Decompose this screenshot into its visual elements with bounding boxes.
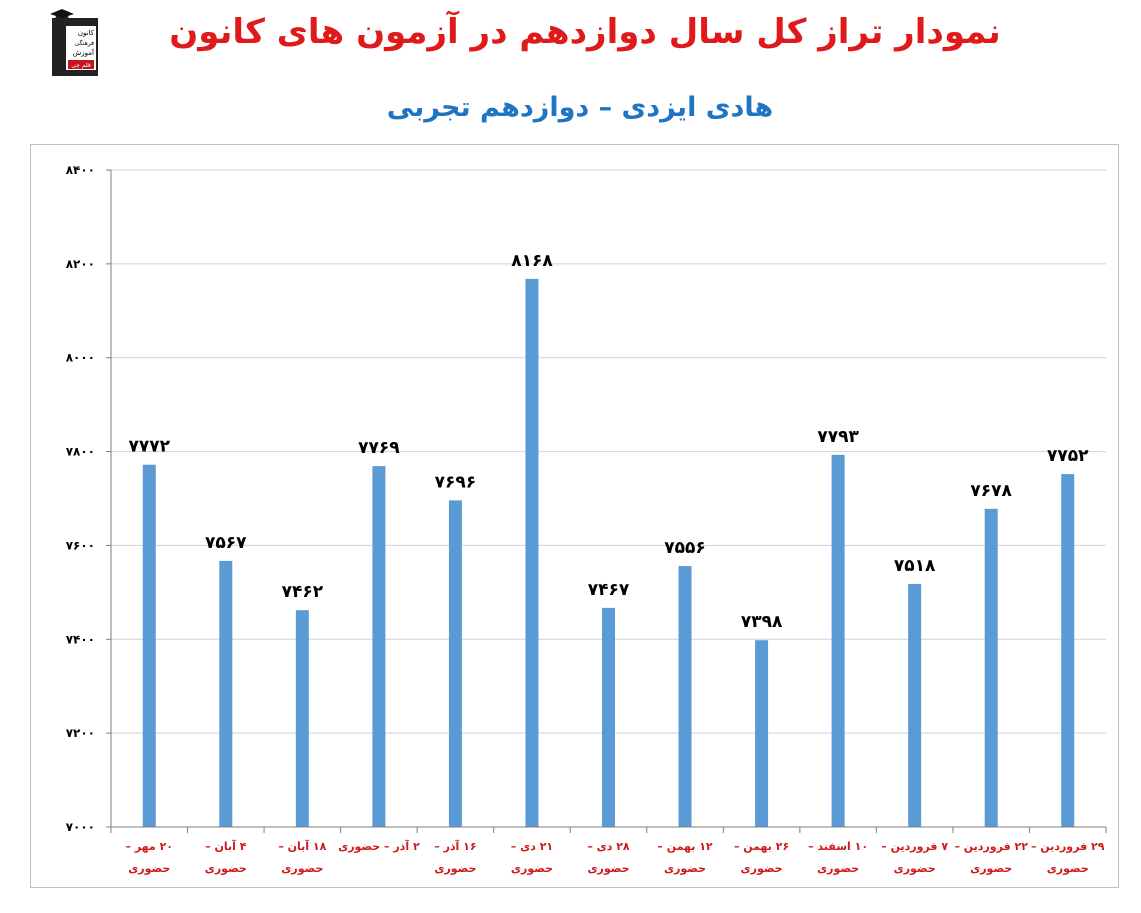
y-tick-label: ۷۰۰۰ xyxy=(66,820,95,834)
axes xyxy=(110,170,1107,833)
category-label: حضوری xyxy=(511,862,553,875)
value-label: ۷۷۶۹ xyxy=(358,438,400,458)
value-label: ۷۶۹۶ xyxy=(435,472,477,492)
y-tick-label: ۸۴۰۰ xyxy=(66,163,95,177)
logo-text-1: کانون xyxy=(78,29,95,37)
category-label: حضوری xyxy=(817,862,859,875)
bar xyxy=(1061,474,1075,827)
logo-text-4: قلم چی xyxy=(71,62,91,69)
value-label: ۷۴۶۷ xyxy=(588,580,630,600)
category-label: ۱۲ بهمن – xyxy=(657,840,713,853)
y-tick-label: ۷۸۰۰ xyxy=(66,445,95,459)
chart-frame xyxy=(30,144,1119,888)
value-label: ۷۵۶۷ xyxy=(205,533,247,553)
category-label: ۱۶ آذر – xyxy=(434,839,476,853)
bar xyxy=(525,278,539,828)
logo-text-3: آموزش xyxy=(73,48,95,57)
bars xyxy=(142,278,1075,828)
bar xyxy=(908,583,922,827)
y-tick-label: ۸۲۰۰ xyxy=(66,257,95,271)
bar xyxy=(602,607,615,827)
value-label: ۷۵۱۸ xyxy=(894,556,936,576)
bar xyxy=(448,500,462,827)
category-labels: ۲۰ مهر – حضوری ۴ آبان – حضوری ۱۸ آبان – حضوری… xyxy=(126,839,1105,875)
page-subtitle: هادی ایزدی – دوازدهم تجربی xyxy=(386,92,774,123)
value-label: ۸۱۶۸ xyxy=(511,251,553,271)
category-label: حضوری xyxy=(664,862,706,875)
y-tick-label: ۷۴۰۰ xyxy=(66,632,95,646)
category-label: حضوری xyxy=(970,862,1012,875)
y-tick-label: ۷۶۰۰ xyxy=(66,538,95,552)
category-label: حضوری xyxy=(894,862,936,875)
y-axis-ticks: ۷۰۰۰ ۷۲۰۰ ۷۴۰۰ ۷۶۰۰ ۷۸۰۰ ۸۰۰۰ ۸۲۰۰ ۸۴۰۰ xyxy=(66,163,111,834)
bar xyxy=(831,454,845,827)
page-title: نمودار تراز کل سال دوازدهم در آزمون های … xyxy=(169,12,1001,52)
bar xyxy=(678,566,692,827)
category-label: ۱۸ آبان – xyxy=(278,839,326,853)
category-label: ۲ آذر – حضوری xyxy=(338,839,420,853)
value-labels: ۷۷۷۲ ۷۵۶۷ ۷۴۶۲ ۷۷۶۹ ۷۶۹۶ ۸۱۶۸ ۷۴۶۷ ۷۵۵۶ ۷۳۹۸ ۷۷۹۳… xyxy=(129,251,1090,632)
category-label: ۱۰ اسفند – xyxy=(808,840,868,853)
category-label: ۲۶ بهمن – xyxy=(734,840,789,853)
bar xyxy=(984,508,998,827)
category-label: ۲۸ دی – xyxy=(587,840,630,853)
value-label: ۷۷۵۲ xyxy=(1047,446,1089,466)
value-label: ۷۳۹۸ xyxy=(741,612,783,632)
category-label: ۲۱ دی – xyxy=(511,840,553,853)
category-label: حضوری xyxy=(1047,862,1089,875)
category-label: حضوری xyxy=(128,862,170,875)
category-label: حضوری xyxy=(434,862,476,875)
logo-text-2: فرهنگی xyxy=(75,39,95,47)
category-label: حضوری xyxy=(587,862,629,875)
category-label: حضوری xyxy=(281,862,323,875)
category-label: ۲۲ فروردین – xyxy=(954,840,1028,853)
y-tick-label: ۷۲۰۰ xyxy=(66,726,95,740)
value-label: ۷۶۷۸ xyxy=(970,481,1012,501)
bar xyxy=(142,464,156,827)
category-label: حضوری xyxy=(741,862,783,875)
value-label: ۷۷۹۳ xyxy=(817,427,859,447)
bar xyxy=(755,640,769,827)
category-label: ۲۹ فروردین – xyxy=(1031,840,1105,853)
value-label: ۷۴۶۲ xyxy=(282,582,324,602)
category-label: ۷ فروردین – xyxy=(881,840,948,853)
bar xyxy=(219,560,233,827)
category-label: حضوری xyxy=(205,862,247,875)
y-tick-label: ۸۰۰۰ xyxy=(66,351,95,365)
value-label: ۷۵۵۶ xyxy=(664,538,706,558)
value-label: ۷۷۷۲ xyxy=(129,437,171,457)
category-label: ۲۰ مهر – xyxy=(126,840,174,853)
kanoon-logo: کانون فرهنگی آموزش قلم چی xyxy=(44,8,102,78)
bar xyxy=(372,466,386,827)
bar xyxy=(295,610,309,827)
category-label: ۴ آبان – xyxy=(205,839,247,853)
